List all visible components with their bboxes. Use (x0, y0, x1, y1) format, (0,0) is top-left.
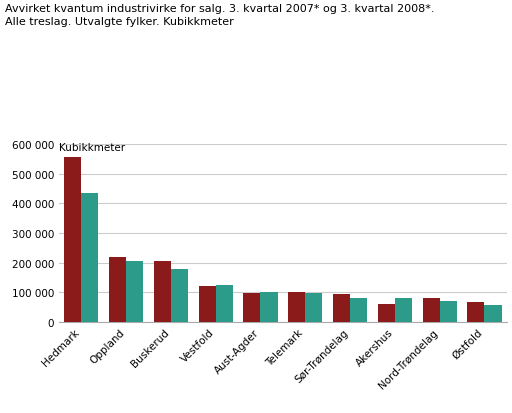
Bar (333, 294, 350, 322)
Bar (288, 292, 305, 322)
Text: Kubikkmeter: Kubikkmeter (59, 142, 125, 152)
Bar (422, 298, 440, 322)
Bar (244, 293, 261, 322)
Bar (126, 261, 143, 322)
Bar (305, 293, 323, 322)
Text: Avvirket kvantum industrivirke for salg. 3. kvartal 2007* og 3. kvartal 2008*.
A: Avvirket kvantum industrivirke for salg.… (5, 4, 435, 27)
Bar (484, 305, 502, 322)
Bar (199, 286, 216, 322)
Bar (81, 193, 98, 322)
Bar (395, 299, 412, 322)
Bar (65, 158, 81, 322)
Bar (216, 285, 232, 322)
Bar (154, 261, 171, 322)
Bar (109, 257, 126, 322)
Bar (440, 301, 457, 322)
Bar (350, 298, 367, 322)
Bar (261, 292, 278, 322)
Bar (171, 269, 188, 322)
Bar (467, 302, 484, 322)
Bar (378, 304, 395, 322)
